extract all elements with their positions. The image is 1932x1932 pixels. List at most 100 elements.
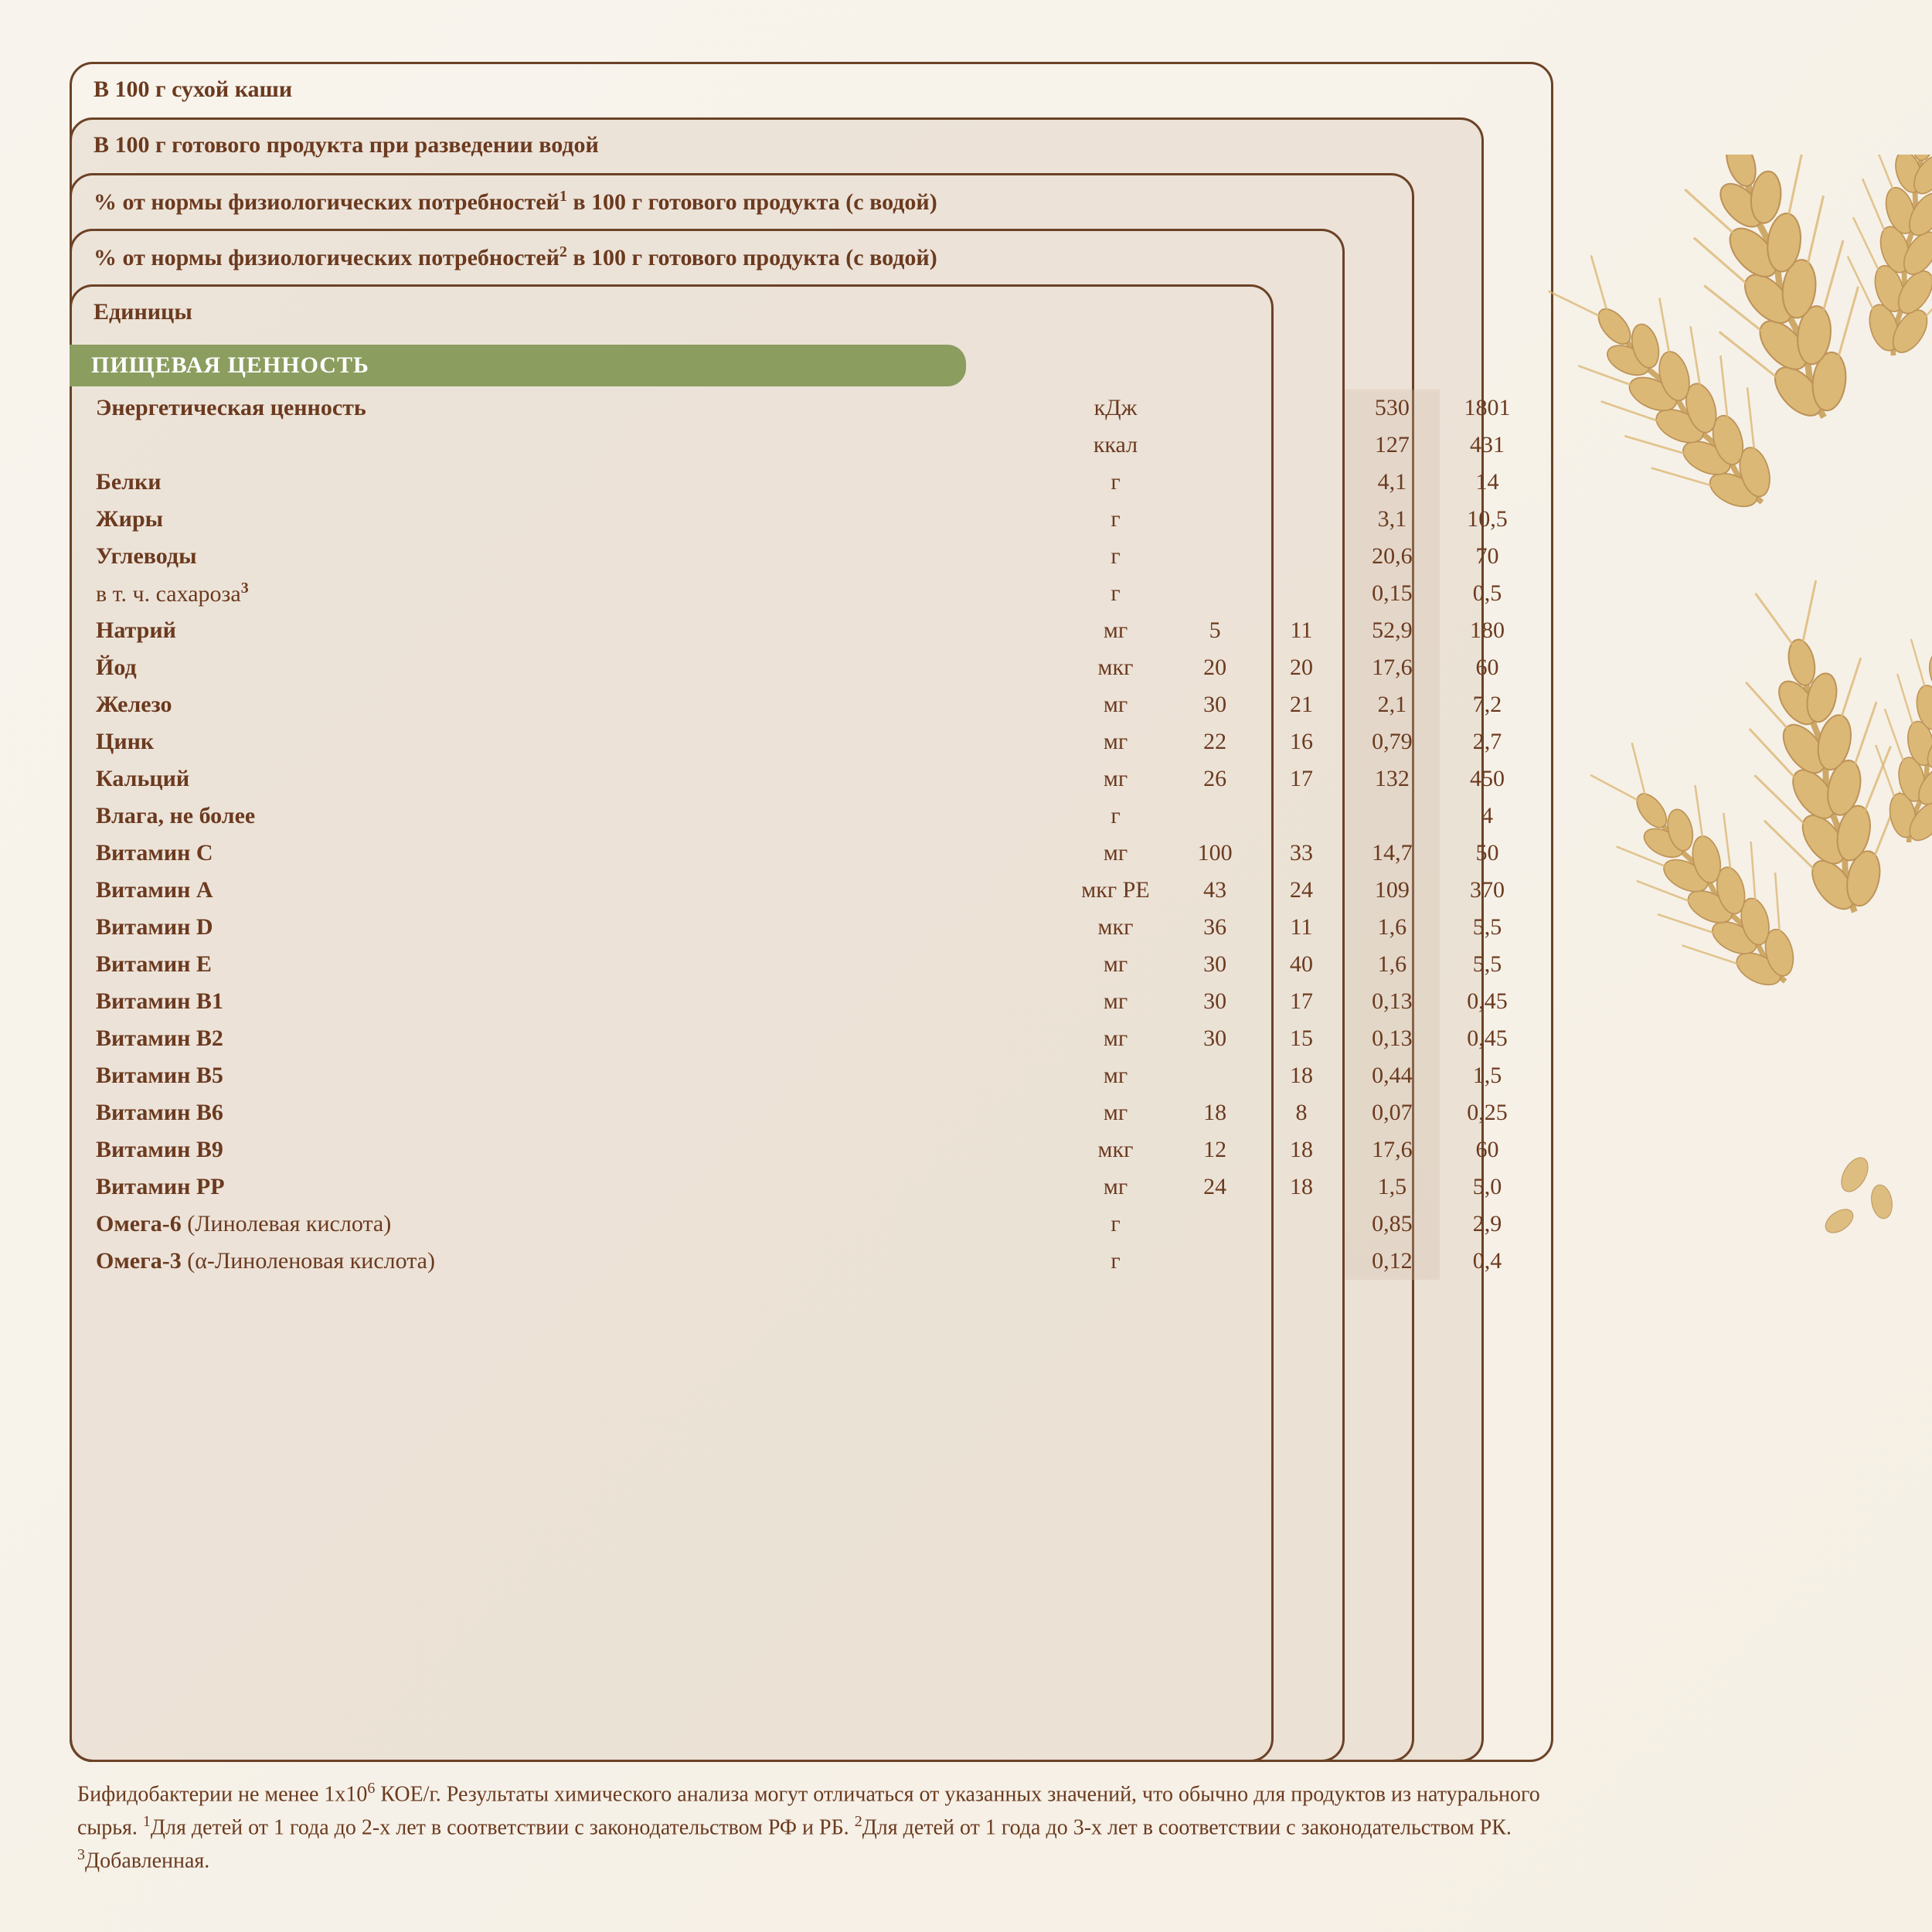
cell-unit: г xyxy=(1060,501,1172,538)
header-1: В 100 г готового продукта при разведении… xyxy=(94,132,1460,158)
cell-c2: 11 xyxy=(1258,909,1345,946)
cell-c1 xyxy=(1172,427,1258,464)
nutrient-name: Витамин В1 xyxy=(91,983,1060,1020)
cell-c3: 109 xyxy=(1345,872,1440,909)
cell-c1: 24 xyxy=(1172,1168,1258,1206)
cell-c2 xyxy=(1258,389,1345,427)
cell-c4: 2,7 xyxy=(1440,723,1535,760)
nutrient-name: Омега-3 (α-Линоленовая кислота) xyxy=(91,1243,1060,1280)
nutrient-name: Углеводы xyxy=(91,538,1060,575)
cell-c2: 16 xyxy=(1258,723,1345,760)
cell-unit: мг xyxy=(1060,612,1172,649)
nutrient-name: Энергетическая ценность xyxy=(91,389,1060,427)
cell-c1 xyxy=(1172,575,1258,612)
cell-c2 xyxy=(1258,427,1345,464)
cell-c3: 530 xyxy=(1345,389,1440,427)
cell-c1 xyxy=(1172,389,1258,427)
table-row: Витамин В2мг30150,130,45 xyxy=(91,1020,1535,1057)
section-badge: ПИЩЕВАЯ ЦЕННОСТЬ xyxy=(70,345,966,386)
cell-unit: г xyxy=(1060,1206,1172,1243)
cell-c4: 0,5 xyxy=(1440,575,1535,612)
cell-c3: 0,85 xyxy=(1345,1206,1440,1243)
cell-c2 xyxy=(1258,464,1345,501)
cell-c4: 5,0 xyxy=(1440,1168,1535,1206)
cell-c2 xyxy=(1258,501,1345,538)
cell-c4: 0,45 xyxy=(1440,1020,1535,1057)
table-row: ккал127431 xyxy=(91,427,1535,464)
nutrient-name xyxy=(91,427,1060,464)
cell-c4: 0,25 xyxy=(1440,1094,1535,1131)
nutrient-name: Цинк xyxy=(91,723,1060,760)
cell-c1: 26 xyxy=(1172,760,1258,798)
cell-c3: 20,6 xyxy=(1345,538,1440,575)
cell-c3: 3,1 xyxy=(1345,501,1440,538)
cell-unit: мг xyxy=(1060,1094,1172,1131)
nutrient-name: Витамин В2 xyxy=(91,1020,1060,1057)
cell-c2: 24 xyxy=(1258,872,1345,909)
cell-c4: 0,4 xyxy=(1440,1243,1535,1280)
nutrient-name: Кальций xyxy=(91,760,1060,798)
table-row: Витамин РРмг24181,55,0 xyxy=(91,1168,1535,1206)
cell-c2 xyxy=(1258,538,1345,575)
cell-c3: 1,5 xyxy=(1345,1168,1440,1206)
cell-c1: 43 xyxy=(1172,872,1258,909)
cell-c1: 5 xyxy=(1172,612,1258,649)
cell-c2: 18 xyxy=(1258,1131,1345,1168)
cell-c3: 52,9 xyxy=(1345,612,1440,649)
cell-c4: 10,5 xyxy=(1440,501,1535,538)
cell-c2 xyxy=(1258,798,1345,835)
header-2: % от нормы физиологических потребностей1… xyxy=(94,188,1390,216)
cell-c1: 30 xyxy=(1172,983,1258,1020)
cell-c4: 450 xyxy=(1440,760,1535,798)
cell-unit: мг xyxy=(1060,946,1172,983)
cell-c3: 0,13 xyxy=(1345,983,1440,1020)
cell-c1: 22 xyxy=(1172,723,1258,760)
table-row: Влага, не болеег4 xyxy=(91,798,1535,835)
table-row: Кальциймг2617132450 xyxy=(91,760,1535,798)
cell-c4: 2,9 xyxy=(1440,1206,1535,1243)
cell-c4: 50 xyxy=(1440,835,1535,872)
cell-unit: мкг xyxy=(1060,649,1172,686)
cell-unit: мг xyxy=(1060,983,1172,1020)
table-row: Витамин В9мкг121817,660 xyxy=(91,1131,1535,1168)
cell-unit: мг xyxy=(1060,835,1172,872)
cell-c3: 0,15 xyxy=(1345,575,1440,612)
cell-c4: 60 xyxy=(1440,1131,1535,1168)
header-4: Единицы xyxy=(94,299,1250,325)
nutrient-name: Жиры xyxy=(91,501,1060,538)
cell-c2: 20 xyxy=(1258,649,1345,686)
cell-c4: 14 xyxy=(1440,464,1535,501)
cell-c3: 17,6 xyxy=(1345,649,1440,686)
cell-c3: 0,12 xyxy=(1345,1243,1440,1280)
cell-unit: мкг РЕ xyxy=(1060,872,1172,909)
table-row: Белкиг4,114 xyxy=(91,464,1535,501)
cell-c3: 17,6 xyxy=(1345,1131,1440,1168)
cell-unit: мкг xyxy=(1060,909,1172,946)
cell-c3: 132 xyxy=(1345,760,1440,798)
wheat-decoration xyxy=(1530,155,1932,1314)
cell-c3: 2,1 xyxy=(1345,686,1440,723)
cell-unit: г xyxy=(1060,798,1172,835)
nutrient-name: Витамин E xyxy=(91,946,1060,983)
cell-unit: мкг xyxy=(1060,1131,1172,1168)
table-row: Омега-6 (Линолевая кислота)г 0,852,9 xyxy=(91,1206,1535,1243)
cell-c3: 4,1 xyxy=(1345,464,1440,501)
cell-c2: 15 xyxy=(1258,1020,1345,1057)
cell-c1 xyxy=(1172,464,1258,501)
table-row: Витамин В5мг180,441,5 xyxy=(91,1057,1535,1094)
table-row: Витамин Eмг30401,65,5 xyxy=(91,946,1535,983)
cell-c1 xyxy=(1172,538,1258,575)
table-row: Натриймг51152,9180 xyxy=(91,612,1535,649)
table-row: Омега-3 (α-Линоленовая кислота)г0,120,4 xyxy=(91,1243,1535,1280)
table-row: Витамин Dмкг36111,65,5 xyxy=(91,909,1535,946)
table-row: Йодмкг202017,660 xyxy=(91,649,1535,686)
cell-c4: 5,5 xyxy=(1440,946,1535,983)
cell-c1: 20 xyxy=(1172,649,1258,686)
cell-c1 xyxy=(1172,501,1258,538)
cell-c1 xyxy=(1172,1243,1258,1280)
table-row: в т. ч. сахароза3г0,150,5 xyxy=(91,575,1535,612)
cell-c3: 0,44 xyxy=(1345,1057,1440,1094)
cell-c3: 127 xyxy=(1345,427,1440,464)
nutrient-name: Омега-6 (Линолевая кислота) xyxy=(91,1206,1060,1243)
cell-c1 xyxy=(1172,798,1258,835)
